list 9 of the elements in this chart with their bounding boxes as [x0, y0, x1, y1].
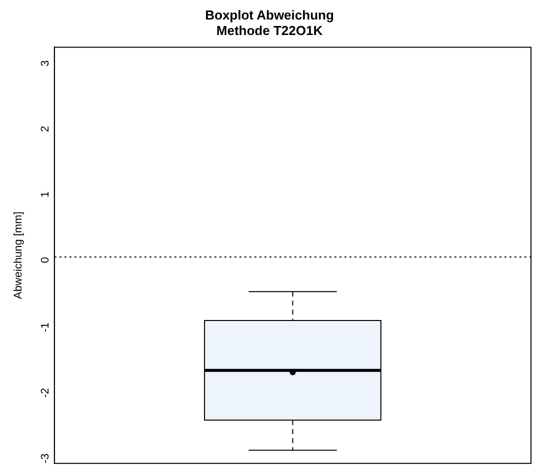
y-axis-title: Abweichung [mm]	[12, 212, 25, 300]
y-tick-label: -3	[39, 454, 52, 464]
y-tick-label: 0	[39, 256, 52, 264]
y-tick-label: 1	[39, 191, 52, 198]
y-tick-label: -2	[39, 388, 52, 398]
chart-title: Boxplot Abweichung Methode T22O1K	[205, 7, 334, 38]
y-tick-label: -1	[39, 322, 52, 332]
y-tick-label: 3	[39, 60, 52, 66]
y-tick-label: 2	[39, 126, 52, 132]
